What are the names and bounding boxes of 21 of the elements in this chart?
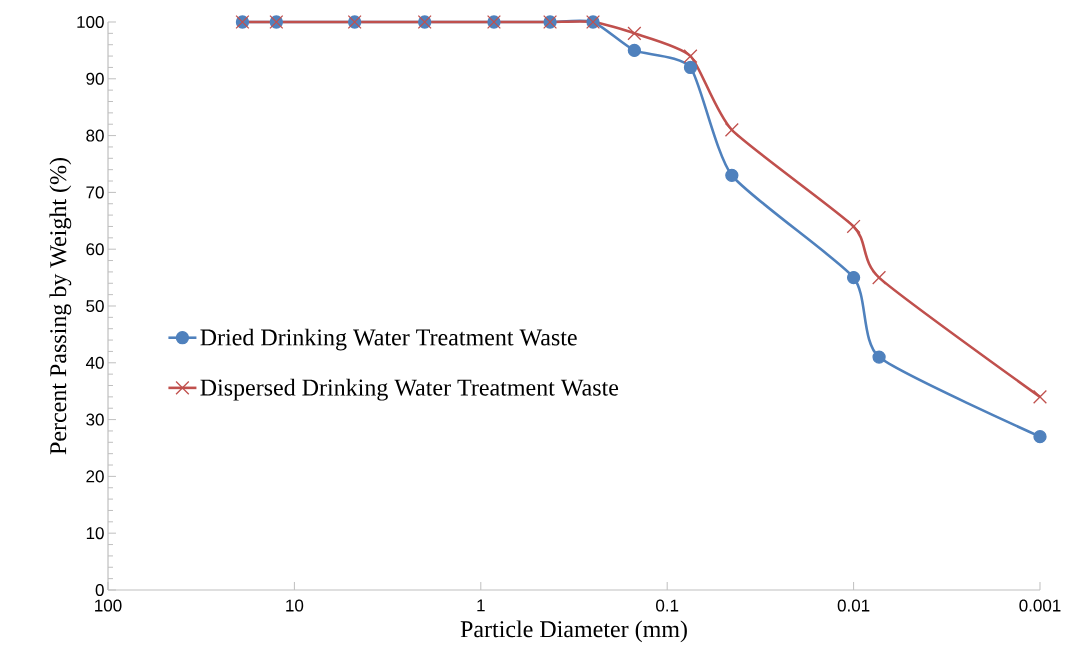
x-tick-label: 1 <box>477 599 485 612</box>
y-tick-label: 30 <box>86 413 104 426</box>
y-tick-label: 10 <box>86 527 104 540</box>
legend-label: Dispersed Drinking Water Treatment Waste <box>200 378 619 401</box>
y-tick-label: 40 <box>85 356 104 369</box>
y-tick-label: 80 <box>86 129 104 142</box>
y-tick-label: 60 <box>86 243 104 256</box>
x-axis-title: Particle Diameter (mm) <box>460 620 687 643</box>
x-tick-label: 10 <box>286 599 304 612</box>
y-tick-label: 20 <box>86 470 104 483</box>
y-tick-label: 50 <box>86 299 104 313</box>
y-tick-label: 100 <box>77 15 104 29</box>
x-tick-label: 0.001 <box>1019 599 1061 612</box>
y-tick-label: 70 <box>86 186 104 199</box>
y-tick-label: 90 <box>86 72 104 85</box>
y-tick-label: 0 <box>95 583 104 597</box>
y-axis-title: Percent Passing by Weight (%) <box>49 158 72 455</box>
x-tick-label: 0.01 <box>837 599 870 612</box>
legend-label: Dried Drinking Water Treatment Waste <box>200 328 577 351</box>
x-tick-label: 0.1 <box>656 599 679 612</box>
x-tick-label: 100 <box>95 599 122 612</box>
